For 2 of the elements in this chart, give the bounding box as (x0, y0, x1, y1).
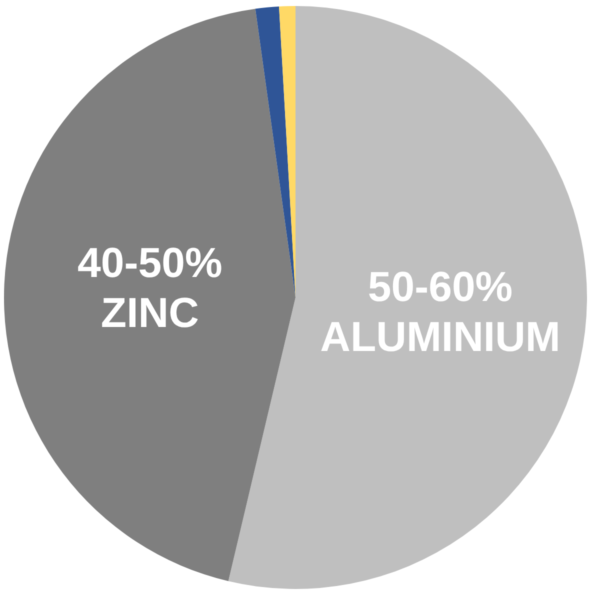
slice-label: 40-50% ZINC (78, 239, 222, 336)
slice-label: 50-60% ALUMINIUM (320, 262, 560, 360)
